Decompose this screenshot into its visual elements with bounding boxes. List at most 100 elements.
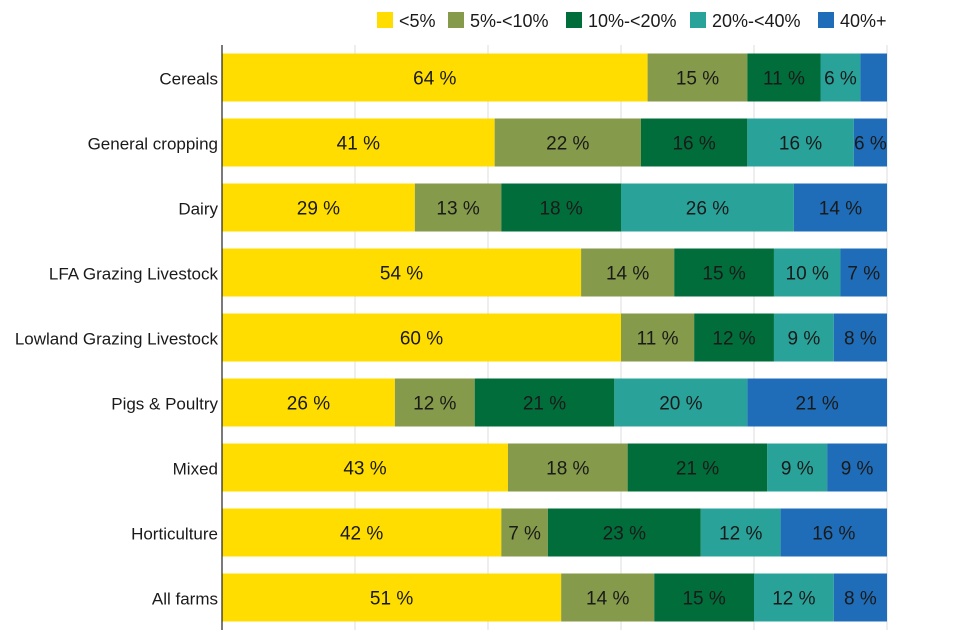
bar-segment-lowland-grazing-livestock-4 [773,313,834,362]
data-label-dairy-4: 26 % [686,199,729,220]
bar-segment-dairy-4 [621,183,794,232]
data-label-lfa-grazing-livestock-3: 15 % [702,264,745,285]
data-label-mixed-5: 9 % [841,459,874,480]
data-label-dairy-5: 14 % [819,199,862,220]
data-label-pigs-poultry-2: 12 % [413,394,456,415]
legend-item-1[interactable]: <5% [377,11,436,31]
bar-segment-general-cropping-5 [853,118,887,167]
legend-item-2[interactable]: 5%-<10% [448,11,549,31]
data-label-mixed-4: 9 % [781,459,814,480]
data-label-general-cropping-3: 16 % [672,134,715,155]
legend-swatch-4 [690,12,706,28]
data-label-dairy-3: 18 % [539,199,582,220]
data-label-pigs-poultry-3: 21 % [523,394,566,415]
data-label-horticulture-2: 7 % [508,524,541,545]
bar-segment-all-farms-4 [754,573,834,622]
bar-segment-general-cropping-4 [747,118,854,167]
bar-segment-all-farms-2 [561,573,655,622]
bar-segment-lowland-grazing-livestock-3 [694,313,774,362]
data-label-lowland-grazing-livestock-2: 11 % [637,329,679,350]
legend-swatch-5 [818,12,834,28]
data-label-lowland-grazing-livestock-3: 12 % [712,329,755,350]
bar-row-general-cropping: 41 % 22 % 16 % 16 % 6 % [222,118,887,167]
bar-segment-mixed-3 [627,443,768,492]
bar-segment-dairy-3 [501,183,621,232]
data-label-dairy-2: 13 % [436,199,479,220]
category-label-horticulture: Horticulture [131,525,218,544]
bar-row-lfa-grazing-livestock: 54 % 14 % 15 % 10 % 7 % [222,248,887,297]
data-label-general-cropping-5: 6 % [854,134,887,155]
category-label-pigs-poultry: Pigs & Poultry [111,395,218,414]
data-label-horticulture-1: 42 % [340,524,383,545]
bar-segment-lowland-grazing-livestock-5 [833,313,887,362]
data-label-general-cropping-2: 22 % [546,134,589,155]
data-label-general-cropping-4: 16 % [779,134,822,155]
bar-row-mixed: 43 % 18 % 21 % 9 % 9 % [222,443,887,492]
data-label-cereals-3: 11 % [763,69,805,90]
category-label-lfa-grazing-livestock: LFA Grazing Livestock [49,265,219,284]
legend-item-5[interactable]: 40%+ [818,11,887,31]
bar-segment-horticulture-3 [547,508,701,557]
data-label-mixed-3: 21 % [676,459,719,480]
legend-label-3: 10%-<20% [588,11,677,31]
bar-segment-general-cropping-2 [494,118,641,167]
bar-segment-lfa-grazing-livestock-4 [773,248,841,297]
bar-row-dairy: 29 % 13 % 18 % 26 % 14 % [222,183,887,232]
category-label-all-farms: All farms [152,590,218,609]
data-label-all-farms-5: 8 % [844,589,877,610]
data-label-lfa-grazing-livestock-5: 7 % [847,264,880,285]
legend-label-2: 5%-<10% [470,11,549,31]
bar-segment-cereals-5 [860,53,887,102]
data-label-lfa-grazing-livestock-4: 10 % [786,264,829,285]
bar-segment-cereals-1 [222,53,648,102]
data-label-horticulture-3: 23 % [603,524,646,545]
legend: <5% 5%-<10% 10%-<20% 20%-<40% 40%+ [377,11,887,31]
data-label-cereals-2: 15 % [676,69,719,90]
data-label-all-farms-1: 51 % [370,589,413,610]
legend-item-3[interactable]: 10%-<20% [566,11,677,31]
data-label-all-farms-4: 12 % [772,589,815,610]
data-label-pigs-poultry-5: 21 % [796,394,839,415]
data-label-all-farms-3: 15 % [682,589,725,610]
bar-segment-lfa-grazing-livestock-1 [222,248,582,297]
bar-segment-horticulture-5 [780,508,887,557]
bar-segment-cereals-4 [820,53,861,102]
bar-segment-pigs-poultry-5 [747,378,887,427]
data-label-cereals-1: 64 % [413,69,456,90]
bar-segment-pigs-poultry-1 [222,378,395,427]
bar-segment-dairy-1 [222,183,415,232]
bar-segment-horticulture-4 [700,508,781,557]
bar-segment-cereals-3 [747,53,821,102]
bar-segment-dairy-2 [414,183,502,232]
category-labels: Cereals General cropping Dairy LFA Grazing … [15,70,219,609]
category-label-mixed: Mixed [173,460,218,479]
bar-segment-pigs-poultry-4 [614,378,748,427]
data-label-lowland-grazing-livestock-5: 8 % [844,329,877,350]
bar-segment-all-farms-1 [222,573,562,622]
legend-item-4[interactable]: 20%-<40% [690,11,801,31]
bar-segment-all-farms-5 [833,573,887,622]
bar-row-cereals: 64 % 15 % 11 % 6 % [222,53,887,102]
bar-segment-pigs-poultry-3 [474,378,615,427]
bar-segment-mixed-4 [767,443,828,492]
legend-label-5: 40%+ [840,11,887,31]
data-label-pigs-poultry-4: 20 % [659,394,702,415]
bar-row-all-farms: 51 % 14 % 15 % 12 % 8 % [222,573,887,622]
bar-segment-lfa-grazing-livestock-3 [674,248,774,297]
data-label-lfa-grazing-livestock-1: 54 % [380,264,423,285]
data-label-general-cropping-1: 41 % [337,134,380,155]
bar-segment-lfa-grazing-livestock-2 [581,248,675,297]
legend-label-4: 20%-<40% [712,11,801,31]
data-label-horticulture-4: 12 % [719,524,762,545]
data-label-lfa-grazing-livestock-2: 14 % [606,264,649,285]
bar-segments: 64 % 15 % 11 % 6 % 41 % 22 % 16 % 16 % 6 % 29 % 13… [222,53,887,622]
category-label-dairy: Dairy [178,200,218,219]
bar-segment-mixed-1 [222,443,508,492]
bar-segment-mixed-2 [507,443,628,492]
legend-swatch-3 [566,12,582,28]
bar-row-pigs-poultry: 26 % 12 % 21 % 20 % 21 % [222,378,887,427]
bar-row-lowland-grazing-livestock: 60 % 11 % 12 % 9 % 8 % [222,313,887,362]
data-label-horticulture-5: 16 % [812,524,855,545]
data-label-mixed-2: 18 % [546,459,589,480]
